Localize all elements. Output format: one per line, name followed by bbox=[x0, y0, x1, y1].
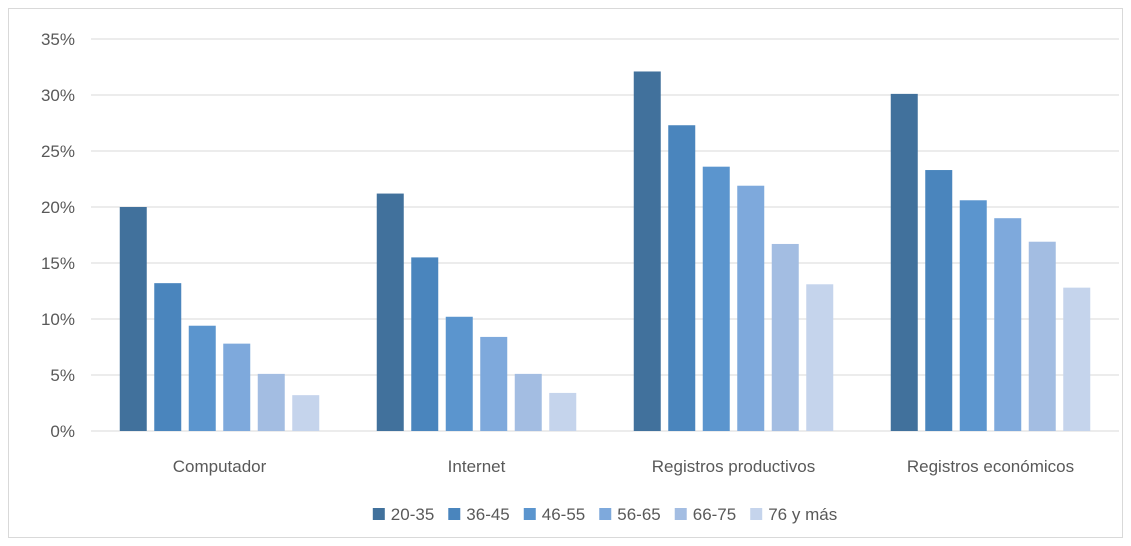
bar bbox=[376, 193, 404, 431]
bar bbox=[771, 243, 799, 431]
bar bbox=[411, 257, 439, 431]
legend-label: 66-75 bbox=[693, 505, 736, 524]
legend-label: 46-55 bbox=[542, 505, 585, 524]
chart-frame: 0% 5% 10% 15% 20% 25% 30% 35% Computador Internet… bbox=[8, 8, 1123, 538]
bar bbox=[925, 170, 953, 432]
x-category-label: Registros económicos bbox=[907, 457, 1074, 476]
y-tick-label: 35% bbox=[41, 30, 75, 49]
x-category-label: Internet bbox=[448, 457, 506, 476]
legend-swatch bbox=[448, 508, 461, 520]
bar bbox=[994, 218, 1022, 431]
bar bbox=[1063, 287, 1091, 431]
legend-swatch bbox=[674, 508, 687, 520]
bar bbox=[890, 93, 918, 431]
y-tick-label: 0% bbox=[50, 422, 75, 441]
legend-label: 20-35 bbox=[391, 505, 434, 524]
bar bbox=[514, 373, 542, 431]
bar bbox=[806, 284, 834, 431]
legend-swatch bbox=[523, 508, 536, 520]
bar bbox=[154, 283, 182, 431]
x-category-label: Computador bbox=[173, 457, 267, 476]
bar bbox=[702, 166, 730, 431]
bar bbox=[633, 71, 661, 432]
y-tick-label: 30% bbox=[41, 86, 75, 105]
bar bbox=[549, 392, 577, 431]
bar bbox=[292, 395, 320, 431]
legend-swatch bbox=[599, 508, 612, 520]
legend-label: 56-65 bbox=[617, 505, 660, 524]
bar bbox=[223, 343, 251, 431]
bar-chart: 0% 5% 10% 15% 20% 25% 30% 35% Computador Internet… bbox=[41, 30, 1119, 524]
legend-label: 76 y más bbox=[768, 505, 837, 524]
y-tick-label: 15% bbox=[41, 254, 75, 273]
bar bbox=[257, 373, 285, 431]
legend-label: 36-45 bbox=[466, 505, 509, 524]
legend-swatch bbox=[372, 508, 385, 520]
bar bbox=[737, 185, 765, 431]
bar bbox=[445, 316, 473, 431]
bar bbox=[959, 200, 987, 431]
bar bbox=[480, 336, 508, 431]
y-tick-label: 5% bbox=[50, 366, 75, 385]
bar bbox=[1028, 241, 1056, 431]
legend-swatch bbox=[750, 508, 763, 520]
bar bbox=[188, 325, 216, 431]
bar bbox=[119, 207, 147, 431]
y-tick-label: 10% bbox=[41, 310, 75, 329]
y-tick-label: 25% bbox=[41, 142, 75, 161]
bar bbox=[668, 125, 696, 432]
y-tick-label: 20% bbox=[41, 198, 75, 217]
x-category-label: Registros productivos bbox=[652, 457, 815, 476]
